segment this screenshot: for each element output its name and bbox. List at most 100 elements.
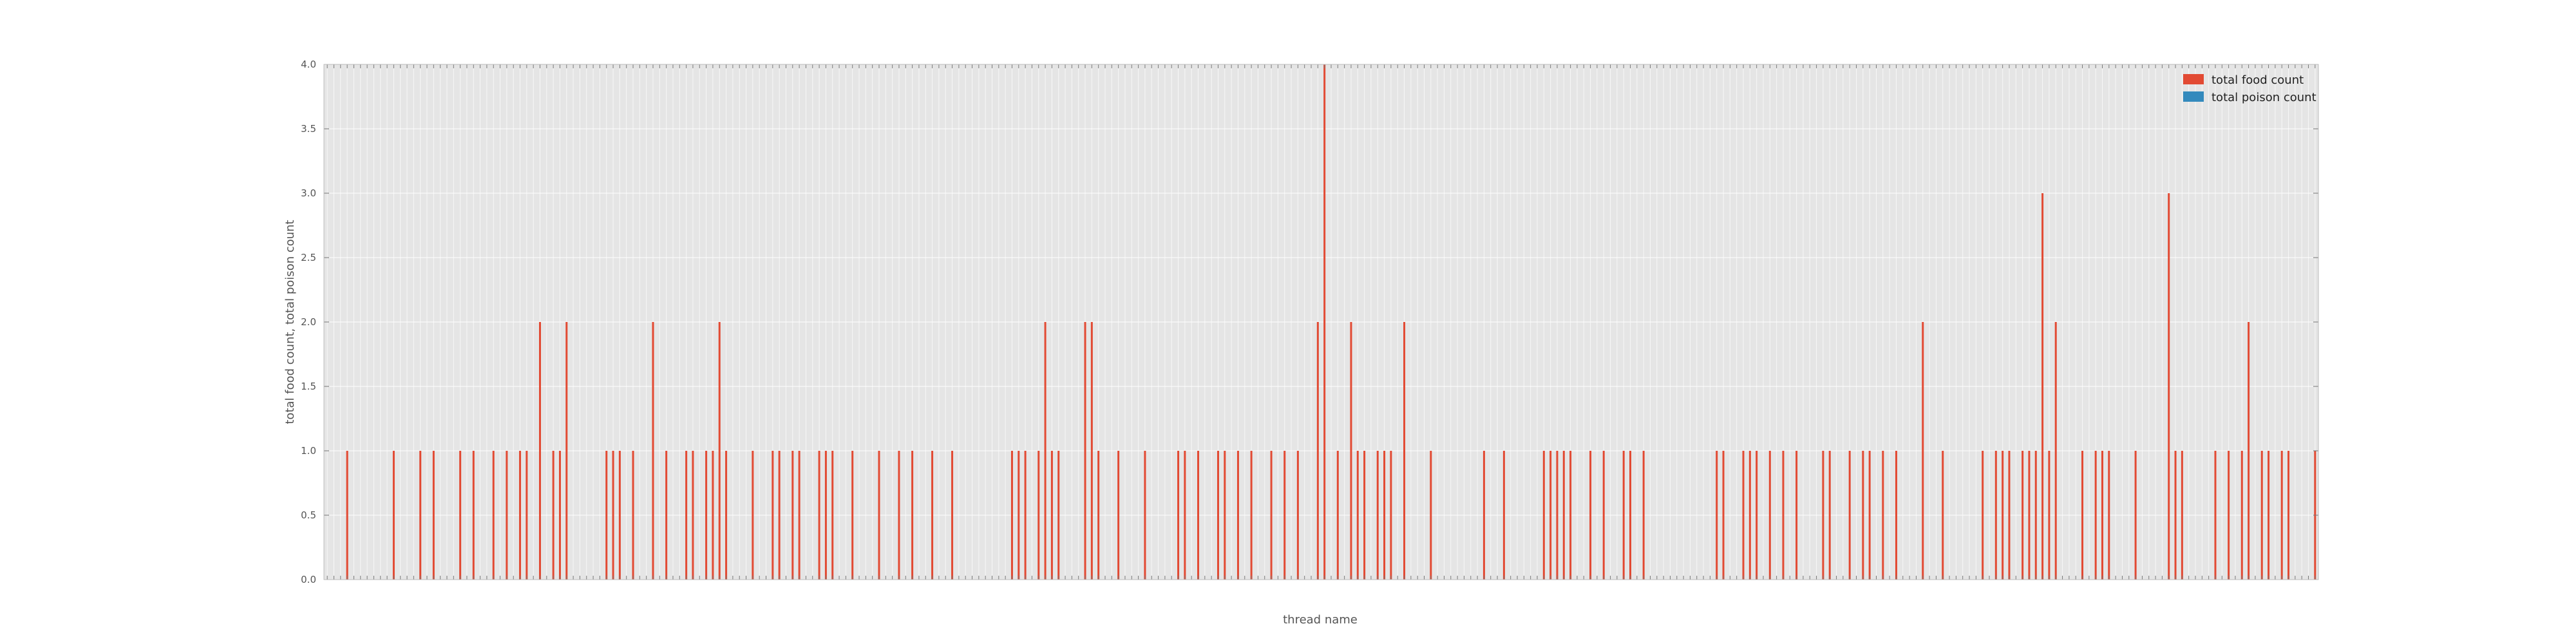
bar-food-count bbox=[2002, 451, 2004, 580]
bar-food-count bbox=[772, 451, 774, 580]
bar-food-count bbox=[725, 451, 728, 580]
plot-frame bbox=[323, 64, 2319, 580]
bar-food-count bbox=[432, 451, 435, 580]
bar-food-count bbox=[665, 451, 668, 580]
bar-food-count bbox=[618, 451, 621, 580]
bar-food-count bbox=[1602, 451, 1605, 580]
bar-food-count bbox=[2280, 451, 2283, 580]
legend-label-poison: total poison count bbox=[2211, 91, 2316, 104]
bar-food-count bbox=[798, 451, 800, 580]
bar-food-count bbox=[1482, 451, 1485, 580]
bar-food-count bbox=[2248, 322, 2250, 580]
legend-swatch-poison bbox=[2183, 91, 2204, 102]
bar-food-count bbox=[718, 322, 721, 580]
bar-food-count bbox=[1722, 451, 1725, 580]
bar-food-count bbox=[1323, 64, 1326, 580]
bar-food-count bbox=[1882, 451, 1884, 580]
bar-food-count bbox=[2041, 193, 2044, 580]
bar-food-count bbox=[1224, 451, 1226, 580]
bar-food-count bbox=[1376, 451, 1379, 580]
bar-food-count bbox=[1283, 451, 1286, 580]
bar-food-count bbox=[539, 322, 542, 580]
y-tick-label: 3.0 bbox=[301, 187, 316, 199]
bar-food-count bbox=[565, 322, 568, 580]
bar-food-count bbox=[1044, 322, 1046, 580]
y-tick-label: 1.0 bbox=[301, 445, 316, 457]
bar-food-count bbox=[1336, 451, 1339, 580]
y-tick-label: 4.0 bbox=[301, 59, 316, 70]
bar-food-count bbox=[605, 451, 608, 580]
bar-food-count bbox=[1084, 322, 1086, 580]
x-axis bbox=[327, 64, 2316, 580]
bar-food-count bbox=[1622, 451, 1625, 580]
bar-food-count bbox=[519, 451, 522, 580]
bar-food-count bbox=[1756, 451, 1758, 580]
bar-food-count bbox=[2101, 451, 2103, 580]
bar-food-count bbox=[526, 451, 528, 580]
bar-food-count bbox=[1768, 451, 1771, 580]
bar-food-count bbox=[472, 451, 475, 580]
y-tick-label: 3.5 bbox=[301, 123, 316, 135]
bar-food-count bbox=[712, 451, 714, 580]
bar-food-count bbox=[1895, 451, 1897, 580]
bar-food-count bbox=[1994, 451, 1997, 580]
bar-food-count bbox=[1589, 451, 1592, 580]
bar-food-count bbox=[1942, 451, 1944, 580]
y-axis-label: total food count, total poison count bbox=[283, 220, 297, 424]
bar-food-count bbox=[2028, 451, 2031, 580]
bar-food-count bbox=[1090, 322, 1093, 580]
bar-food-count bbox=[1403, 322, 1406, 580]
bar-food-count bbox=[2214, 451, 2217, 580]
bar-food-count bbox=[1822, 451, 1824, 580]
bars bbox=[346, 64, 2316, 580]
bar-food-count bbox=[459, 451, 462, 580]
bar-food-count bbox=[612, 451, 614, 580]
bar-food-count bbox=[705, 451, 708, 580]
bar-food-count bbox=[2268, 451, 2270, 580]
y-tick-label: 0.5 bbox=[301, 509, 316, 521]
bar-food-count bbox=[552, 451, 554, 580]
bar-food-count bbox=[1556, 451, 1558, 580]
bar-food-count bbox=[1982, 451, 1984, 580]
bar-food-count bbox=[419, 451, 422, 580]
bar-food-count bbox=[791, 451, 794, 580]
bar-food-count bbox=[1742, 451, 1745, 580]
bar-food-count bbox=[1050, 451, 1053, 580]
bar-food-count bbox=[818, 451, 820, 580]
bar-food-count bbox=[1010, 451, 1013, 580]
bar-food-count bbox=[1057, 451, 1060, 580]
bar-food-count bbox=[1549, 451, 1552, 580]
bar-food-count bbox=[685, 451, 688, 580]
bar-food-count bbox=[1037, 451, 1040, 580]
bar-food-count bbox=[878, 451, 880, 580]
bar-food-count bbox=[1716, 451, 1718, 580]
bar-food-count bbox=[1217, 451, 1219, 580]
bar-food-count bbox=[831, 451, 834, 580]
legend-swatch-food bbox=[2183, 74, 2204, 84]
x-axis-label: thread name bbox=[1283, 613, 1358, 627]
bar-food-count bbox=[2228, 451, 2230, 580]
bar-food-count bbox=[1569, 451, 1572, 580]
bar-food-count bbox=[1828, 451, 1831, 580]
bar-food-count bbox=[2048, 451, 2050, 580]
bar-food-count bbox=[2054, 322, 2057, 580]
y-axis: 0.0 0.5 1.0 1.5 2.0 2.5 3.0 3.5 4.0 bbox=[301, 59, 2318, 585]
bar-food-count bbox=[2081, 451, 2084, 580]
y-tick-label: 2.0 bbox=[301, 316, 316, 328]
bar-food-count bbox=[506, 451, 508, 580]
bar-food-count bbox=[911, 451, 914, 580]
bar-food-count bbox=[1236, 451, 1239, 580]
bar-food-count bbox=[898, 451, 900, 580]
bar-food-count bbox=[392, 451, 395, 580]
bar-food-count bbox=[1184, 451, 1186, 580]
bar-food-count bbox=[1177, 451, 1180, 580]
bar-food-count bbox=[752, 451, 754, 580]
bar-food-count bbox=[2260, 451, 2263, 580]
bar-food-count bbox=[1795, 451, 1798, 580]
bar-food-count bbox=[1316, 322, 1319, 580]
bar-food-count bbox=[2022, 451, 2024, 580]
bar-food-count bbox=[1296, 451, 1299, 580]
bar-food-count bbox=[632, 451, 634, 580]
bar-food-count bbox=[1018, 451, 1020, 580]
